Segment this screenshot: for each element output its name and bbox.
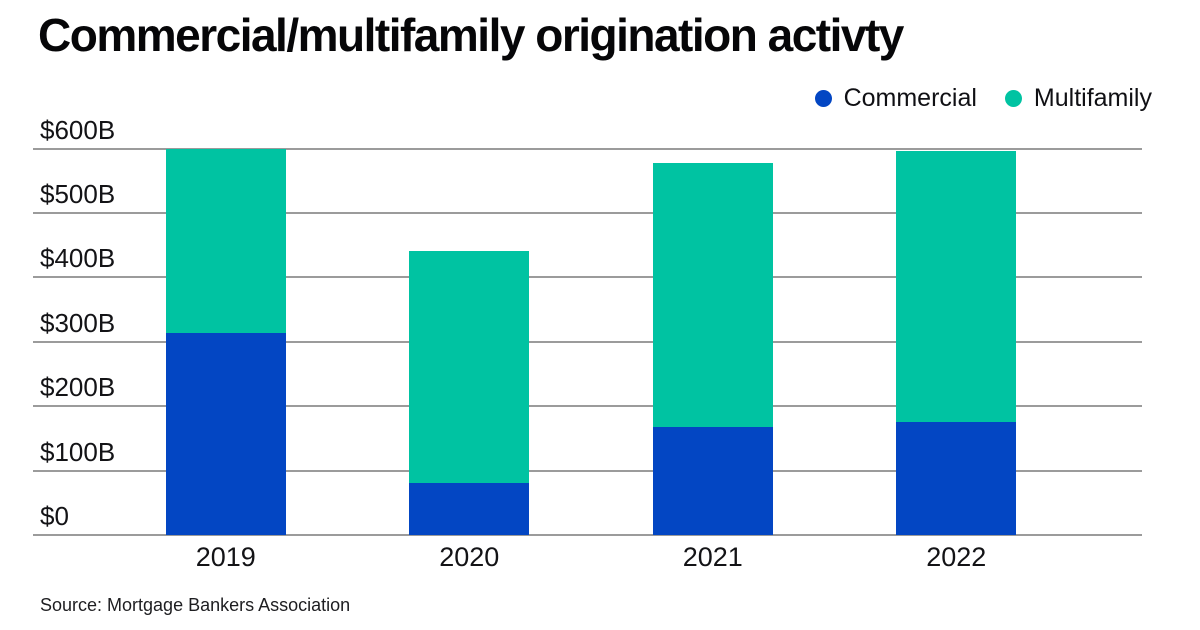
legend-label-multifamily: Multifamily — [1033, 84, 1152, 112]
gridline-500 — [33, 211, 1142, 214]
legend-swatch-multifamily-icon — [1004, 90, 1022, 107]
y-tick-label-300: $300B — [40, 307, 116, 338]
y-tick-label-400: $400B — [40, 243, 116, 274]
x-tick-label-2019: 2019 — [195, 542, 256, 572]
legend-item-multifamily: Multifamily — [1004, 84, 1152, 112]
y-tick-label-200: $200B — [40, 372, 116, 403]
bar-segment-commercial-2019 — [165, 333, 286, 535]
chart-title: Commercial/multifamily origination activ… — [38, 9, 904, 61]
y-tick-label-500: $500B — [40, 178, 116, 209]
gridline-300 — [33, 340, 1142, 343]
bar-segment-multifamily-2020 — [409, 250, 530, 483]
y-tick-label-0: $0 — [40, 501, 69, 531]
legend-item-commercial: Commercial — [814, 84, 977, 112]
bar-segment-commercial-2022 — [896, 422, 1017, 535]
y-tick-label-100: $100B — [40, 436, 116, 467]
gridline-0 — [33, 534, 1142, 536]
legend-label-commercial: Commercial — [843, 84, 977, 112]
bar-segment-multifamily-2019 — [165, 148, 286, 334]
bar-2022 — [896, 151, 1017, 535]
bar-segment-multifamily-2021 — [652, 163, 773, 427]
legend-swatch-commercial-icon — [814, 90, 832, 107]
gridline-400 — [33, 276, 1142, 279]
bar-2021 — [652, 163, 773, 535]
gridline-200 — [33, 405, 1142, 408]
bar-segment-commercial-2021 — [652, 426, 773, 535]
legend: Commercial Multifamily — [814, 84, 1152, 112]
bar-2019 — [165, 148, 286, 536]
x-tick-label-2022: 2022 — [926, 542, 987, 572]
source-note: Source: Mortgage Bankers Association — [40, 595, 351, 615]
gridline-100 — [33, 469, 1142, 472]
x-tick-label-2020: 2020 — [439, 542, 500, 572]
bar-2020 — [409, 250, 530, 535]
y-tick-label-600: $600B — [40, 114, 116, 145]
bar-segment-multifamily-2022 — [896, 151, 1017, 423]
bar-segment-commercial-2020 — [409, 482, 530, 535]
x-tick-label-2021: 2021 — [682, 542, 743, 572]
gridline-600 — [33, 147, 1142, 150]
